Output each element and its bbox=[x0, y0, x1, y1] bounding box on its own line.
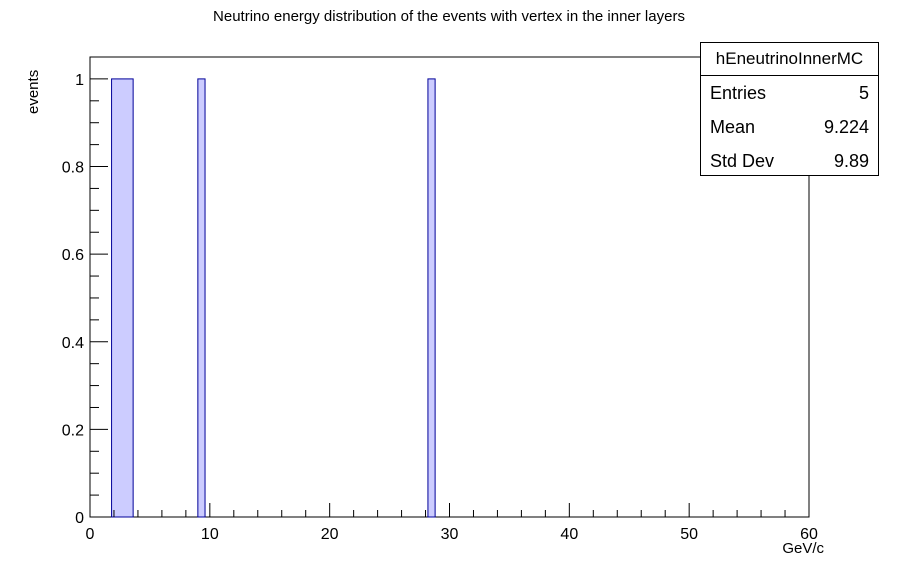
stats-std-row: Std Dev 9.89 bbox=[701, 144, 878, 178]
y-tick-label: 0 bbox=[75, 510, 84, 527]
x-tick-label: 60 bbox=[800, 526, 818, 543]
x-tick-label: 10 bbox=[201, 526, 219, 543]
stats-histogram-name: hEneutrinoInnerMC bbox=[701, 43, 878, 76]
stats-std-value: 9.89 bbox=[833, 151, 869, 171]
x-tick-label: 40 bbox=[560, 526, 578, 543]
y-axis-label: events bbox=[25, 69, 42, 114]
y-tick-label: 0.8 bbox=[62, 160, 84, 177]
x-tick-label: 50 bbox=[680, 526, 698, 543]
stats-box: hEneutrinoInnerMC Entries 5 Mean 9.224 S… bbox=[700, 42, 879, 176]
stats-entries-value: 5 bbox=[858, 83, 869, 103]
stats-entries-label: Entries bbox=[710, 83, 767, 103]
stats-std-label: Std Dev bbox=[710, 151, 775, 171]
y-tick-label: 0.2 bbox=[62, 422, 84, 439]
histogram-bar-1 bbox=[197, 78, 206, 518]
stats-mean-value: 9.224 bbox=[823, 117, 869, 137]
x-tick-label: 30 bbox=[441, 526, 459, 543]
y-tick-label: 1 bbox=[75, 72, 84, 89]
y-tick-label: 0.6 bbox=[62, 247, 84, 264]
y-tick-label: 0.4 bbox=[62, 335, 84, 352]
chart-title: Neutrino energy distribution of the even… bbox=[213, 8, 685, 25]
histogram-bar-2 bbox=[427, 78, 436, 518]
y-axis-label-container: events bbox=[10, 58, 60, 118]
stats-mean-row: Mean 9.224 bbox=[701, 110, 878, 144]
stats-mean-label: Mean bbox=[710, 117, 756, 137]
histogram-bar-0 bbox=[111, 78, 134, 518]
x-tick-label: 0 bbox=[86, 526, 95, 543]
x-axis-label: GeV/c bbox=[782, 540, 824, 557]
x-tick-label: 20 bbox=[321, 526, 339, 543]
stats-entries-row: Entries 5 bbox=[701, 76, 878, 110]
